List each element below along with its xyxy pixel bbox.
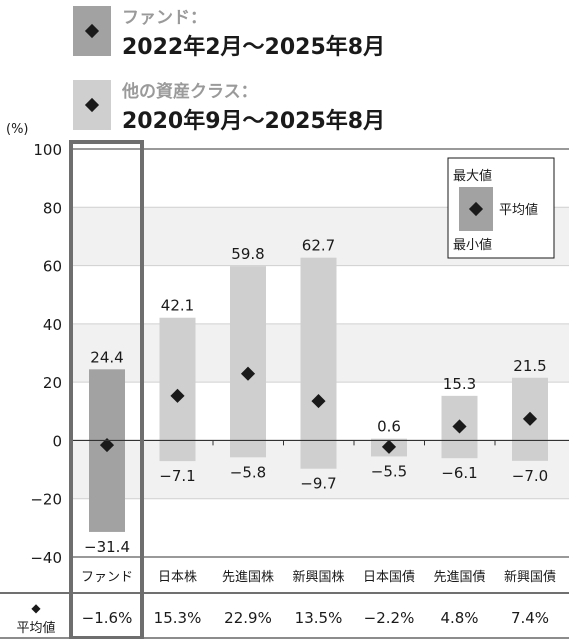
range-legend-min: 最小値	[453, 237, 492, 253]
min-value-label: −5.8	[230, 463, 266, 481]
avg-row-value: 4.8%	[440, 609, 478, 627]
min-value-label: −7.0	[512, 467, 548, 485]
range-bar	[230, 266, 266, 458]
max-value-label: 21.5	[513, 357, 546, 375]
min-value-label: −7.1	[159, 467, 195, 485]
y-tick-label: 20	[43, 374, 62, 392]
range-legend-max: 最大値	[453, 168, 492, 184]
other-label: 他の資産クラス：	[121, 81, 258, 102]
max-value-label: 15.3	[443, 375, 476, 393]
category-label: 新興国株	[292, 569, 344, 585]
avg-marker	[170, 388, 185, 403]
avg-row-value: 22.9%	[224, 609, 272, 627]
range-legend: 最大値 平均値 最小値	[447, 157, 555, 259]
fund-period: 2022年2月〜2025年8月	[122, 34, 385, 60]
avg-row-label: 平均値	[16, 620, 55, 636]
range-legend-diamond	[468, 201, 484, 217]
min-value-label: −31.4	[84, 538, 130, 556]
range-legend-avg: 平均値	[499, 202, 538, 218]
y-tick-label: −40	[30, 549, 62, 567]
max-value-label: 24.4	[90, 348, 123, 366]
avg-row-value: 13.5%	[295, 609, 343, 627]
avg-marker	[381, 439, 397, 454]
category-label: 日本国債	[363, 570, 415, 585]
category-label: 日本株	[158, 570, 197, 585]
fund-label: ファンド：	[122, 8, 207, 28]
avg-row-value: −1.6%	[82, 609, 133, 627]
avg-row-marker: ◆	[31, 601, 41, 615]
max-value-label: 59.8	[231, 245, 264, 263]
category-label: 先進国株	[222, 570, 274, 585]
avg-marker	[452, 419, 467, 434]
y-tick-label: 100	[33, 141, 62, 159]
category-label: 新興国債	[504, 569, 556, 585]
fund-highlight-frame	[69, 140, 144, 640]
avg-marker	[240, 366, 256, 381]
avg-row-value: 15.3%	[154, 609, 202, 627]
max-value-label: 0.6	[377, 418, 401, 436]
avg-row-value: −2.2%	[364, 609, 415, 627]
category-label: 先進国債	[433, 570, 485, 585]
min-value-label: −9.7	[300, 475, 336, 493]
other-period: 2020年9月〜2025年8月	[122, 108, 385, 134]
y-tick-label: 0	[52, 432, 62, 450]
avg-row-values: −1.6% 15.3% 22.9% 13.5% −2.2% 4.8% 7.4%	[82, 609, 549, 627]
min-value-label: −5.5	[371, 462, 407, 480]
avg-marker	[99, 438, 115, 453]
y-tick-label: 60	[43, 258, 62, 276]
category-label: ファンド	[81, 570, 133, 585]
range-bar	[300, 257, 337, 469]
max-value-label: 62.7	[302, 237, 335, 255]
y-tick-label: 40	[43, 316, 62, 334]
min-value-label: −6.1	[441, 464, 477, 482]
y-tick-label: −20	[30, 491, 62, 509]
avg-marker	[522, 411, 538, 426]
avg-row-value: 7.4%	[511, 609, 549, 627]
y-tick-label: 80	[43, 199, 62, 217]
avg-marker	[311, 394, 326, 409]
y-unit-label: (%)	[6, 122, 29, 137]
max-value-label: 42.1	[161, 297, 194, 315]
